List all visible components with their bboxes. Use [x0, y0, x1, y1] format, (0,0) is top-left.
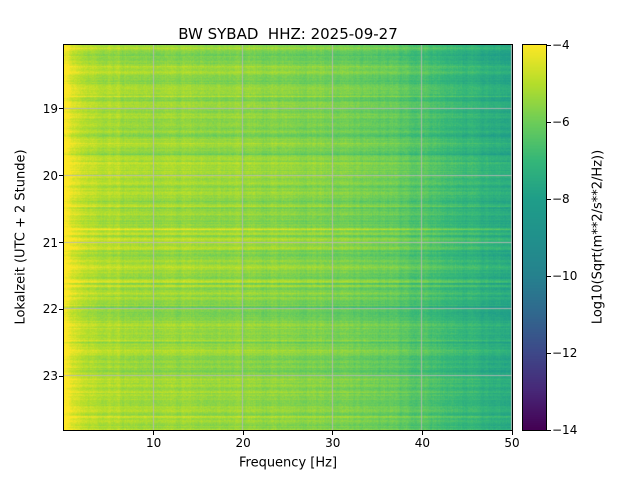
chart-title: BW SYBAD HHZ: 2025-09-27	[178, 25, 398, 43]
x-tick-label: 40	[414, 436, 431, 450]
colorbar-tick-label: −8	[552, 192, 570, 206]
colorbar-tick-label: −4	[552, 38, 570, 52]
colorbar-tick-label: −10	[552, 269, 578, 283]
colorbar-tick-mark	[547, 198, 551, 200]
y-tick-mark	[59, 308, 63, 310]
x-tick-label: 30	[325, 436, 341, 450]
y-tick-label: 19	[42, 101, 58, 116]
colorbar-tick-label: −14	[552, 423, 578, 437]
colorbar-tick-label: −6	[552, 115, 570, 129]
x-tick-mark	[242, 431, 244, 435]
x-tick-label: 20	[235, 436, 251, 450]
x-tick-label: 10	[145, 436, 162, 450]
colorbar-tick-label: −12	[552, 346, 578, 360]
x-axis-label: Frequency [Hz]	[238, 455, 338, 471]
y-tick-mark	[59, 242, 63, 244]
colorbar-tick-mark	[547, 44, 551, 46]
colorbar-tick-mark	[547, 352, 551, 354]
y-tick-mark	[59, 375, 63, 377]
x-tick-mark	[332, 431, 334, 435]
spectrogram-canvas	[64, 45, 512, 430]
y-tick-label: 20	[42, 168, 58, 183]
y-tick-mark	[59, 108, 63, 110]
colorbar	[522, 44, 547, 431]
colorbar-tick-mark	[547, 121, 551, 123]
y-tick-mark	[59, 175, 63, 177]
x-tick-label: 50	[504, 436, 520, 450]
colorbar-canvas	[523, 45, 546, 430]
y-tick-label: 22	[42, 302, 58, 317]
x-tick-mark	[511, 431, 513, 435]
colorbar-tick-mark	[547, 429, 551, 431]
colorbar-label: Log10(Sqrt(m**2/s**2/Hz))	[590, 149, 606, 325]
plot-area	[63, 44, 513, 431]
x-tick-mark	[421, 431, 423, 435]
y-tick-label: 21	[42, 235, 58, 250]
colorbar-tick-mark	[547, 275, 551, 277]
y-tick-label: 23	[42, 369, 58, 384]
x-tick-mark	[153, 431, 155, 435]
